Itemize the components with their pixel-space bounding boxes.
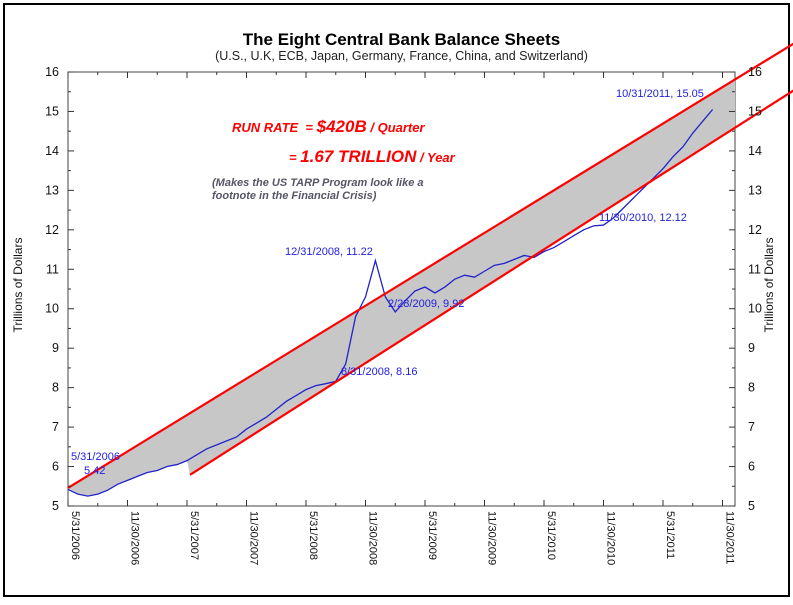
svg-text:12: 12 (45, 223, 59, 237)
svg-text:13: 13 (45, 183, 59, 197)
svg-text:11/30/2008: 11/30/2008 (367, 511, 379, 565)
svg-text:13: 13 (748, 183, 762, 197)
svg-text:16: 16 (45, 65, 59, 79)
svg-text:5: 5 (748, 499, 755, 513)
svg-text:5/31/2006: 5/31/2006 (69, 511, 81, 560)
svg-text:10: 10 (748, 302, 762, 316)
svg-text:15: 15 (45, 104, 59, 118)
svg-text:11/30/2010: 11/30/2010 (605, 511, 617, 565)
svg-text:14: 14 (748, 144, 762, 158)
svg-text:5: 5 (52, 499, 59, 513)
svg-text:7: 7 (52, 420, 59, 434)
svg-text:11/30/2006: 11/30/2006 (129, 511, 141, 565)
svg-text:15: 15 (748, 104, 762, 118)
svg-text:12: 12 (748, 223, 762, 237)
svg-text:7: 7 (748, 420, 755, 434)
svg-text:8: 8 (748, 381, 755, 395)
svg-text:5/31/2008: 5/31/2008 (307, 511, 319, 560)
svg-text:11/30/2007: 11/30/2007 (248, 511, 260, 565)
svg-text:6: 6 (748, 460, 755, 474)
svg-text:11/30/2011: 11/30/2011 (724, 511, 736, 564)
svg-text:8: 8 (52, 381, 59, 395)
svg-text:11: 11 (748, 262, 761, 276)
svg-text:11/30/2009: 11/30/2009 (486, 511, 498, 565)
svg-text:14: 14 (45, 144, 59, 158)
svg-text:11: 11 (46, 262, 59, 276)
svg-text:16: 16 (748, 65, 762, 79)
svg-text:5/31/2010: 5/31/2010 (545, 511, 557, 560)
svg-text:6: 6 (52, 460, 59, 474)
svg-text:5/31/2007: 5/31/2007 (188, 511, 200, 560)
svg-text:5/31/2009: 5/31/2009 (426, 511, 438, 560)
svg-text:5/31/2011: 5/31/2011 (664, 511, 676, 559)
svg-text:9: 9 (52, 341, 59, 355)
svg-text:9: 9 (748, 341, 755, 355)
svg-text:10: 10 (45, 302, 59, 316)
